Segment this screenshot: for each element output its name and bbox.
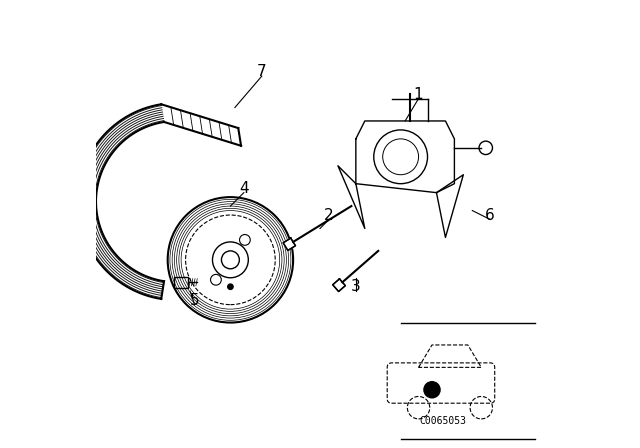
Bar [174, 277, 188, 288]
Polygon shape [333, 279, 346, 292]
Text: 3: 3 [351, 279, 361, 294]
Text: 2: 2 [324, 207, 334, 223]
Text: 4: 4 [239, 181, 249, 196]
Text: 5: 5 [189, 293, 200, 308]
Text: 1: 1 [413, 86, 424, 102]
Polygon shape [283, 238, 296, 250]
Circle shape [424, 382, 440, 398]
Circle shape [228, 284, 233, 289]
Text: 6: 6 [485, 207, 495, 223]
Text: C0065053: C0065053 [420, 416, 467, 426]
Text: 7: 7 [257, 64, 267, 79]
